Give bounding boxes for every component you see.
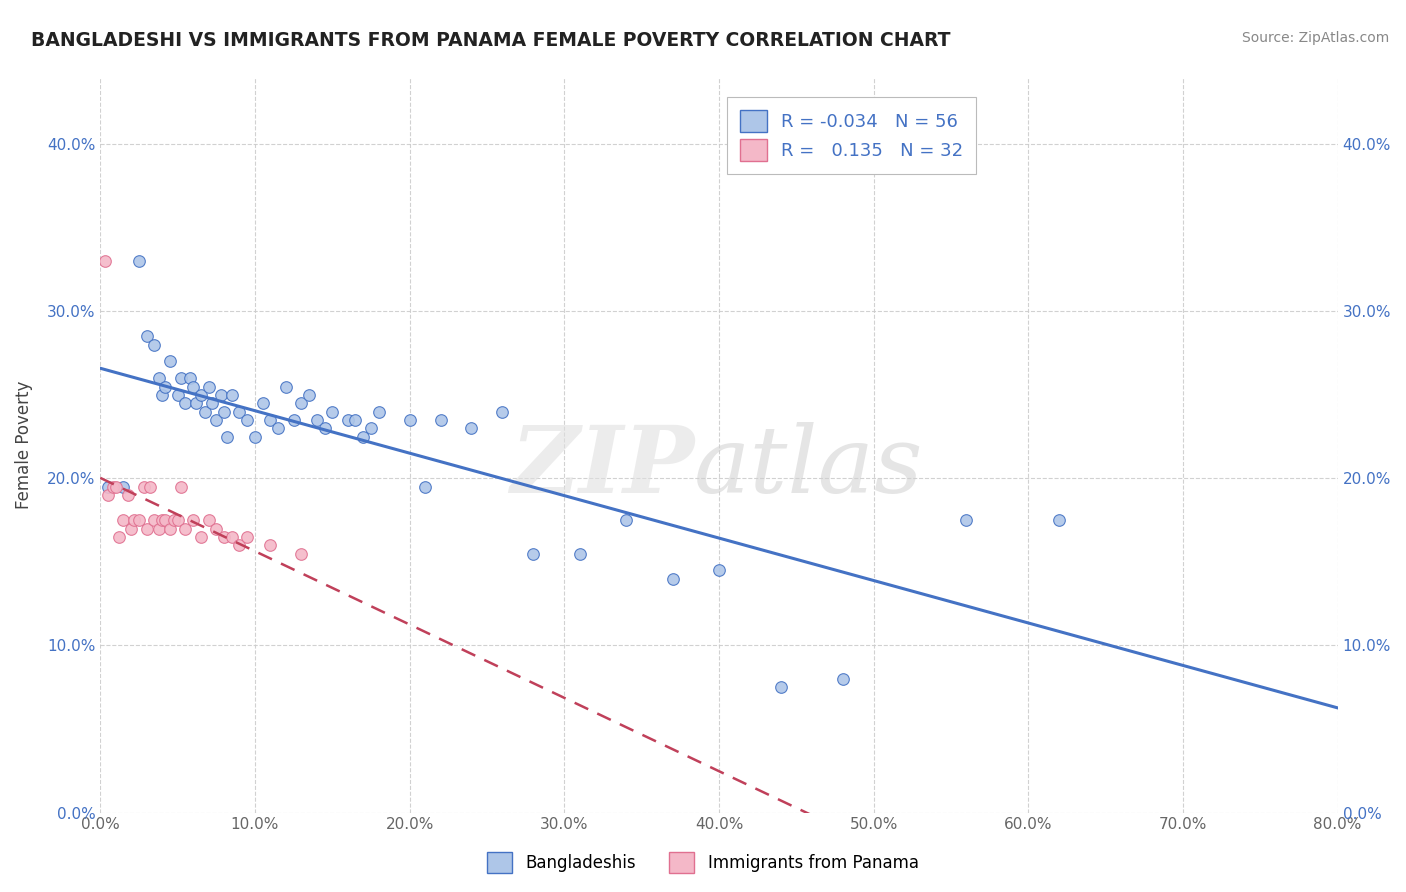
Point [252, 396, 274, 410]
Point [186, 396, 208, 410]
Point [217, 430, 239, 444]
Point [305, 413, 328, 427]
Point [139, 480, 162, 494]
Text: BANGLADESHI VS IMMIGRANTS FROM PANAMA FEMALE POVERTY CORRELATION CHART: BANGLADESHI VS IMMIGRANTS FROM PANAMA FE… [31, 31, 950, 50]
Point [108, 530, 131, 544]
Point [321, 404, 343, 418]
Point [197, 513, 219, 527]
Point [148, 371, 170, 385]
Point [170, 480, 193, 494]
Point [150, 513, 173, 527]
Point [212, 404, 235, 418]
Point [150, 388, 173, 402]
Point [707, 563, 730, 577]
Point [360, 421, 382, 435]
Point [236, 413, 259, 427]
Point [228, 538, 250, 552]
Point [104, 480, 127, 494]
Point [97, 488, 120, 502]
Point [181, 379, 204, 393]
Point [367, 404, 389, 418]
Point [112, 513, 135, 527]
Point [143, 513, 166, 527]
Point [236, 530, 259, 544]
Point [135, 329, 157, 343]
Point [166, 513, 188, 527]
Point [314, 421, 336, 435]
Point [398, 413, 420, 427]
Point [190, 388, 212, 402]
Point [221, 388, 243, 402]
Point [201, 396, 224, 410]
Point [128, 254, 150, 268]
Point [491, 404, 513, 418]
Point [336, 413, 359, 427]
Point [159, 522, 181, 536]
Point [132, 480, 155, 494]
Point [460, 421, 482, 435]
Point [259, 413, 281, 427]
Point [283, 413, 305, 427]
Point [181, 513, 204, 527]
Point [228, 404, 250, 418]
Point [769, 680, 792, 694]
Point [267, 421, 290, 435]
Point [274, 379, 297, 393]
Point [120, 522, 142, 536]
Point [112, 480, 135, 494]
Point [831, 672, 853, 686]
Point [163, 513, 186, 527]
Point [522, 547, 544, 561]
Point [128, 513, 150, 527]
Point [124, 513, 146, 527]
Point [614, 513, 637, 527]
Point [209, 388, 232, 402]
Point [1047, 513, 1070, 527]
Point [155, 379, 177, 393]
Point [429, 413, 451, 427]
Point [221, 530, 243, 544]
Point [212, 530, 235, 544]
Point [159, 354, 181, 368]
Legend: R = -0.034   N = 56, R =   0.135   N = 32: R = -0.034 N = 56, R = 0.135 N = 32 [727, 97, 976, 174]
Y-axis label: Female Poverty: Female Poverty [15, 381, 32, 509]
Point [135, 522, 157, 536]
Point [290, 547, 312, 561]
Point [955, 513, 977, 527]
Point [205, 522, 228, 536]
Point [290, 396, 312, 410]
Text: Source: ZipAtlas.com: Source: ZipAtlas.com [1241, 31, 1389, 45]
Point [101, 480, 124, 494]
Point [170, 371, 193, 385]
Point [197, 379, 219, 393]
Point [205, 413, 228, 427]
Point [413, 480, 436, 494]
Text: atlas: atlas [695, 422, 924, 512]
Point [174, 396, 197, 410]
Point [259, 538, 281, 552]
Point [143, 337, 166, 351]
Legend: Bangladeshis, Immigrants from Panama: Bangladeshis, Immigrants from Panama [481, 846, 925, 880]
Point [661, 572, 683, 586]
Point [179, 371, 201, 385]
Point [174, 522, 197, 536]
Point [568, 547, 591, 561]
Text: ZIP: ZIP [510, 422, 695, 512]
Point [148, 522, 170, 536]
Point [194, 404, 217, 418]
Point [117, 488, 139, 502]
Point [352, 430, 374, 444]
Point [243, 430, 266, 444]
Point [298, 388, 321, 402]
Point [190, 530, 212, 544]
Point [94, 254, 117, 268]
Point [166, 388, 188, 402]
Point [155, 513, 177, 527]
Point [97, 480, 120, 494]
Point [344, 413, 367, 427]
